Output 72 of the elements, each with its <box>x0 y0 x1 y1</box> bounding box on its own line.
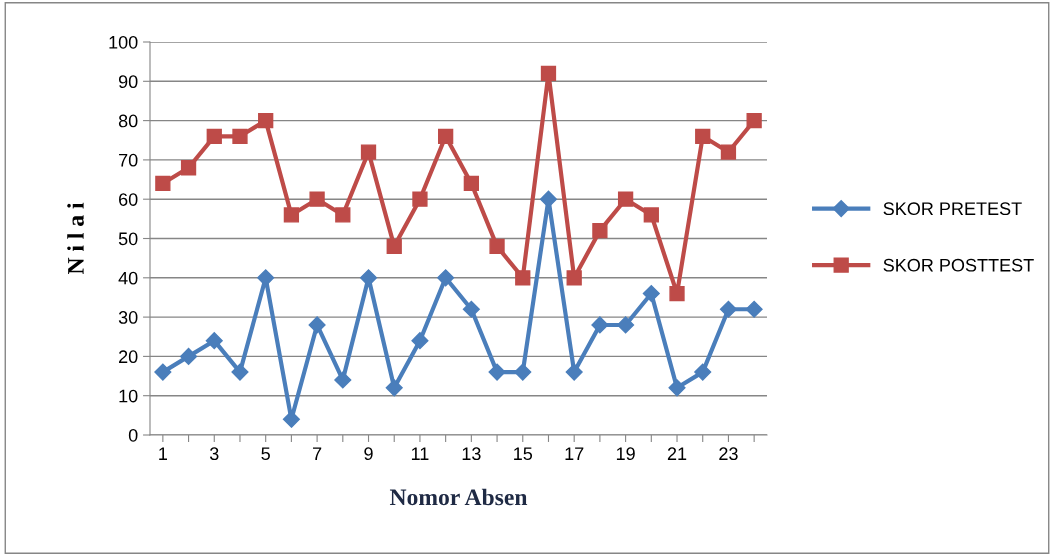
point <box>617 191 634 207</box>
point <box>463 175 479 192</box>
point <box>412 191 428 207</box>
point <box>283 207 300 223</box>
x-tick-label: 11 <box>411 447 429 460</box>
x-axis-title: Nomor Absen <box>389 488 528 506</box>
point <box>642 284 660 303</box>
point <box>258 112 274 129</box>
x-tick-label: 17 <box>565 447 584 460</box>
x-tick-label: 9 <box>364 447 373 461</box>
point <box>309 191 325 207</box>
x-tick-label: 23 <box>719 447 738 461</box>
legend-label: SKOR PRETEST <box>883 202 1022 216</box>
point <box>437 269 455 287</box>
point <box>386 238 402 254</box>
point <box>643 207 659 223</box>
point <box>231 363 249 381</box>
point <box>565 363 583 381</box>
point <box>335 207 351 223</box>
point <box>488 363 506 381</box>
x-tick-label: 5 <box>261 447 270 461</box>
point <box>180 347 198 365</box>
y-tick-label: 10 <box>119 389 138 403</box>
point <box>334 371 352 389</box>
y-tick-label: 90 <box>118 75 138 89</box>
y-tick-label: 30 <box>118 311 138 324</box>
y-tick-label: 100 <box>109 35 138 49</box>
point <box>180 160 197 176</box>
y-axis-title: N i l a i <box>67 202 84 275</box>
point <box>746 112 762 129</box>
point <box>745 300 763 318</box>
x-tick-label: 13 <box>462 447 481 461</box>
point <box>720 144 737 160</box>
point <box>591 316 609 334</box>
y-tick-label: 40 <box>118 271 138 285</box>
x-tick-label: 7 <box>313 447 322 460</box>
y-tick-label: 50 <box>118 232 138 246</box>
y-tick-label: 70 <box>119 153 138 167</box>
point <box>566 270 582 286</box>
point <box>669 285 685 302</box>
point <box>206 128 222 144</box>
point <box>232 128 248 144</box>
x-tick-label: 3 <box>209 447 219 461</box>
point <box>695 128 711 144</box>
point <box>617 316 635 334</box>
point <box>411 332 429 350</box>
point <box>592 223 608 239</box>
point <box>360 144 377 160</box>
point <box>385 379 403 397</box>
x-tick-label: 21 <box>667 447 687 460</box>
point <box>438 128 454 144</box>
legend-label: SKOR POSTTEST <box>883 258 1034 272</box>
point <box>205 332 223 350</box>
x-tick-label: 19 <box>616 447 635 461</box>
x-tick-label: 1 <box>159 447 167 460</box>
point <box>668 379 686 397</box>
point <box>515 270 531 286</box>
point <box>514 363 532 381</box>
point <box>489 238 505 254</box>
point <box>694 363 712 381</box>
point <box>462 300 480 318</box>
y-tick-label: 20 <box>119 350 138 364</box>
point <box>719 300 737 318</box>
point <box>539 190 558 208</box>
y-tick-label: 80 <box>118 114 138 128</box>
point <box>308 316 326 334</box>
point <box>540 65 557 82</box>
x-tick-label: 15 <box>514 447 533 461</box>
point <box>155 175 171 192</box>
y-tick-label: 0 <box>128 428 138 442</box>
y-tick-label: 60 <box>119 193 138 206</box>
point <box>154 363 172 381</box>
